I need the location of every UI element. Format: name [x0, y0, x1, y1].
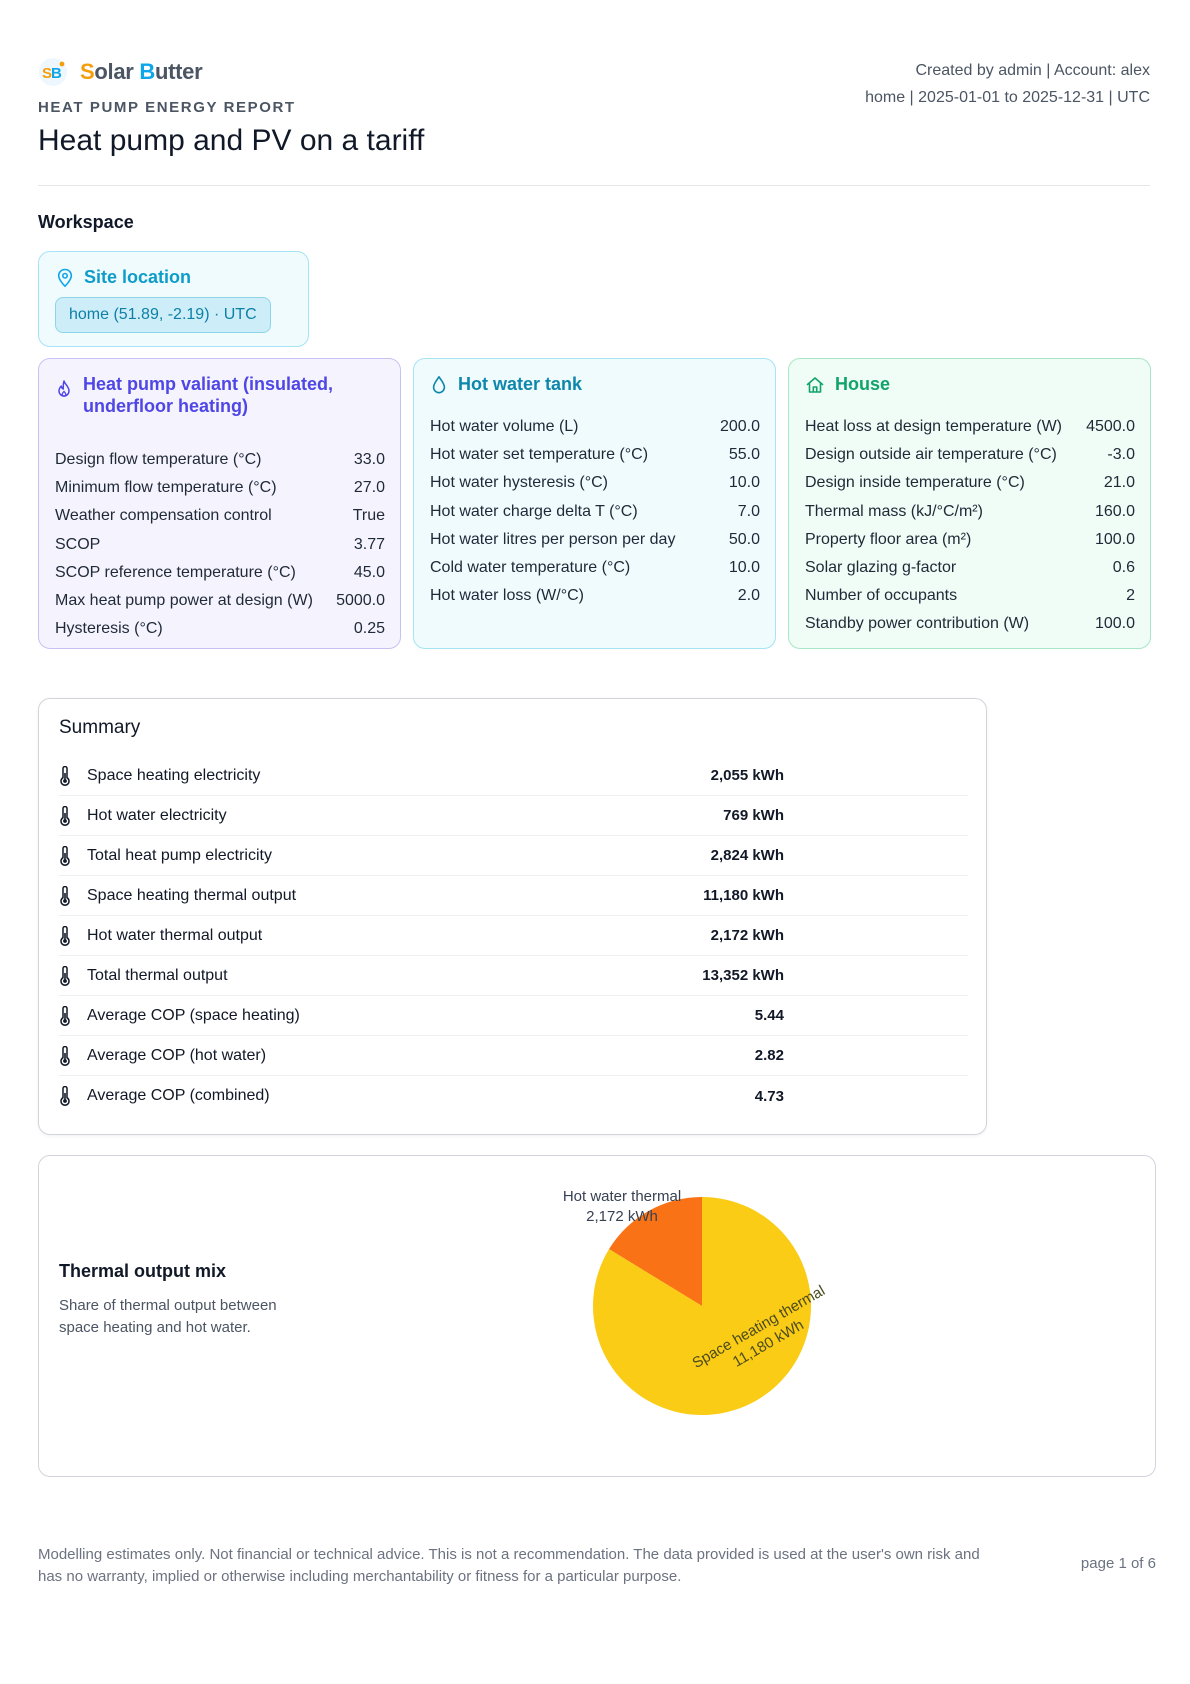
hot-water-params: Hot water volume (L) 200.0 Hot water set … [430, 413, 760, 610]
pie-label-hot-water: Hot water thermal 2,172 kWh [563, 1188, 681, 1225]
summary-label: Hot water electricity [87, 806, 227, 824]
brand: S B Solar Butter [38, 55, 1150, 89]
param-row: Design inside temperature (°C) 21.0 [805, 474, 1135, 492]
param-row: Hot water hysteresis (°C) 10.0 [430, 474, 760, 492]
brand-name: Solar Butter [80, 59, 203, 84]
report-kicker: HEAT PUMP ENERGY REPORT [38, 99, 296, 116]
param-row: Hot water loss (W/°C) 2.0 [430, 587, 760, 605]
param-row: Solar glazing g-factor 0.6 [805, 559, 1135, 577]
heat-pump-title: Heat pump valiant (insulated, underfloor… [83, 374, 334, 416]
thermal-mix-description: Share of thermal output between space he… [59, 1297, 277, 1336]
water-drop-icon [432, 376, 446, 394]
param-row: SCOP reference temperature (°C) 45.0 [55, 563, 385, 581]
summary-row: Total heat pump electricity 2,824 kWh [59, 836, 968, 876]
param-row: Number of occupants 2 [805, 587, 1135, 605]
summary-title: Summary [59, 717, 141, 738]
house-params: Heat loss at design temperature (W) 4500.… [805, 413, 1135, 639]
hot-water-card: Hot water tank Hot water volume (L) 200.0… [413, 358, 776, 649]
hot-water-title: Hot water tank [458, 374, 583, 394]
summary-label: Total thermal output [87, 966, 228, 984]
param-row: Hot water litres per person per day 50.0 [430, 530, 760, 548]
heat-pump-params: Design flow temperature (°C) 33.0 Minimum… [55, 446, 385, 643]
thermometer-icon [59, 925, 87, 946]
thermal-mix-title: Thermal output mix [59, 1261, 227, 1281]
summary-label: Hot water thermal output [87, 926, 263, 944]
site-location-title: Site location [84, 267, 192, 287]
param-row: Max heat pump power at design (W) 5000.0 [55, 592, 385, 610]
summary-row: Space heating electricity 2,055 kWh [59, 756, 968, 796]
page-number: page 1 of 6 [1080, 1555, 1156, 1572]
map-pin-icon [57, 268, 73, 288]
param-row: Property floor area (m²) 100.0 [805, 530, 1135, 548]
summary-rows: Space heating electricity 2,055 kWh Hot wa… [59, 756, 968, 1116]
house-card: House Heat loss at design temperature (W… [788, 358, 1151, 649]
summary-row: Average COP (combined) 4.73 [59, 1076, 968, 1116]
summary-value: 2,824 kWh [710, 847, 784, 864]
param-row: Hot water volume (L) 200.0 [430, 418, 760, 436]
header-divider [38, 185, 1150, 186]
meta-created-by: Created by admin | Account: alex [915, 62, 1150, 79]
report-title: Heat pump and PV on a tariff [38, 124, 425, 157]
thermometer-icon [59, 885, 87, 906]
param-row: Design flow temperature (°C) 33.0 [55, 451, 385, 469]
house-title: House [835, 374, 891, 394]
summary-row: Average COP (hot water) 2.82 [59, 1036, 968, 1076]
thermometer-icon [59, 845, 87, 866]
summary-value: 2,172 kWh [710, 927, 784, 944]
summary-row: Total thermal output 13,352 kWh [59, 956, 968, 996]
thermometer-icon [59, 1086, 87, 1106]
summary-row: Average COP (space heating) 5.44 [59, 996, 968, 1036]
summary-label: Total heat pump electricity [87, 846, 272, 864]
summary-card: Summary Space heating electricity 2,055 k… [38, 698, 987, 1135]
param-row: Weather compensation control True [55, 507, 385, 525]
thermometer-icon [59, 765, 87, 786]
svg-text:S: S [42, 65, 52, 82]
summary-value: 5.44 [754, 1007, 784, 1024]
pie-slice-hot-water [609, 1197, 702, 1306]
report-header: S B Solar Butter HEAT PUMP ENERGY REPORT… [38, 55, 1150, 158]
solar-butter-logo-icon: S B [39, 58, 67, 86]
summary-value: 2,055 kWh [710, 767, 784, 784]
report-meta: Created by admin | Account: alex home | … [865, 57, 1150, 111]
summary-value: 13,352 kWh [702, 967, 784, 984]
summary-row: Hot water electricity 769 kWh [59, 796, 968, 836]
param-row: Hot water charge delta T (°C) 7.0 [430, 502, 760, 520]
param-row: Design outside air temperature (°C) -3.0 [805, 446, 1135, 464]
summary-label: Space heating electricity [87, 766, 261, 784]
param-row: Cold water temperature (°C) 10.0 [430, 559, 760, 577]
summary-value: 2.82 [754, 1047, 784, 1064]
param-row: Standby power contribution (W) 100.0 [805, 615, 1135, 633]
summary-value: 11,180 kWh [703, 887, 784, 904]
summary-value: 769 kWh [723, 807, 784, 824]
param-row: Heat loss at design temperature (W) 4500.… [805, 418, 1135, 436]
site-location-chip[interactable]: home (51.89, -2.19) · UTC [55, 297, 271, 333]
flame-icon [58, 380, 70, 397]
svg-text:B: B [51, 65, 62, 82]
param-row: Hot water set temperature (°C) 55.0 [430, 446, 760, 464]
summary-row: Hot water thermal output 2,172 kWh [59, 916, 968, 956]
param-row: SCOP 3.77 [55, 535, 385, 553]
thermometer-icon [59, 1005, 87, 1026]
heat-pump-card: Heat pump valiant (insulated, underfloor… [38, 358, 401, 649]
summary-label: Average COP (space heating) [87, 1006, 300, 1024]
site-location-card: Site location home (51.89, -2.19) · UTC [38, 251, 309, 347]
meta-site-period: home | 2025-01-01 to 2025-12-31 | UTC [865, 89, 1150, 106]
footer-disclaimer: Modelling estimates only. Not financial … [38, 1546, 980, 1585]
summary-label: Average COP (combined) [87, 1087, 270, 1104]
param-row: Minimum flow temperature (°C) 27.0 [55, 479, 385, 497]
summary-value: 4.73 [754, 1087, 784, 1105]
pie-slice-space-heating [592, 1197, 811, 1415]
thermometer-icon [59, 805, 87, 826]
summary-label: Average COP (hot water) [87, 1046, 267, 1064]
summary-row: Space heating thermal output 11,180 kWh [59, 876, 968, 916]
summary-label: Space heating thermal output [87, 886, 297, 904]
workspace-heading: Workspace [38, 212, 134, 232]
param-row: Hysteresis (°C) 0.25 [55, 620, 385, 638]
thermometer-icon [59, 965, 87, 986]
thermal-mix-card: Thermal output mix Share of thermal outp… [38, 1155, 1156, 1477]
thermometer-icon [59, 1045, 87, 1066]
house-icon [806, 377, 824, 393]
param-row: Thermal mass (kJ/°C/m²) 160.0 [805, 502, 1135, 520]
